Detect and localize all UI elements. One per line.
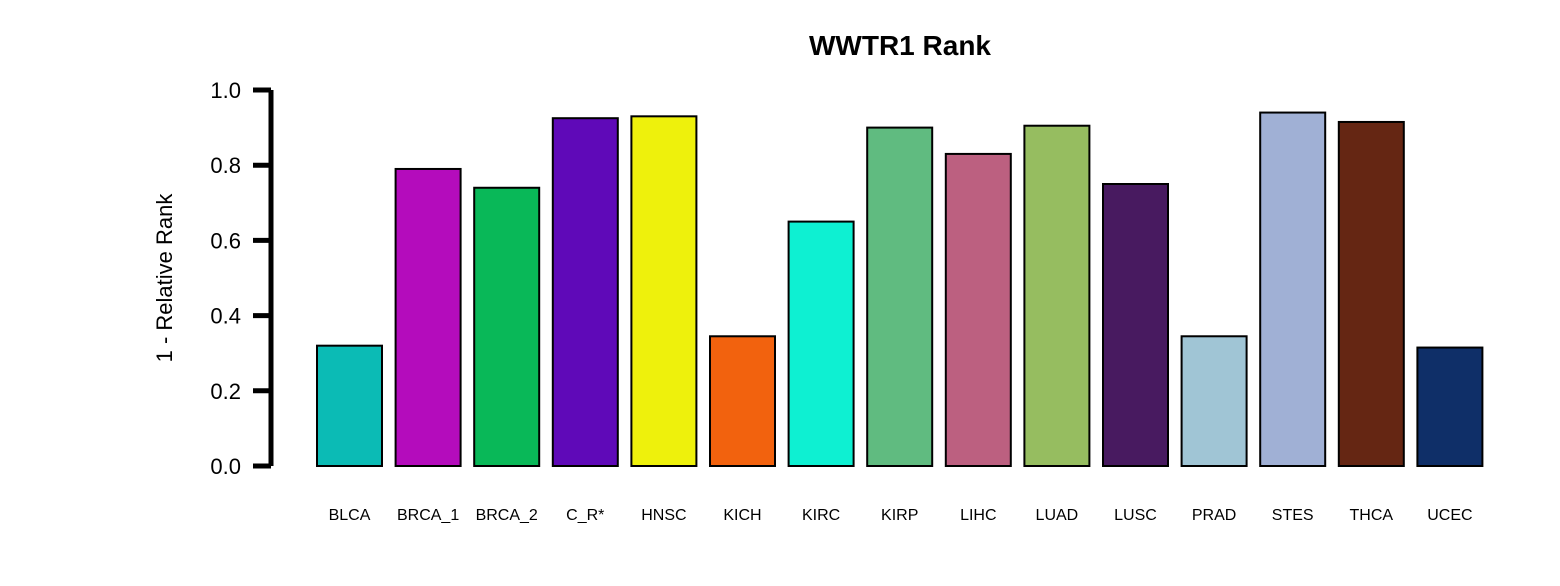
y-tick-label: 1.0 <box>210 78 241 103</box>
x-tick-label: KIRP <box>881 507 918 524</box>
bar-brca-2 <box>473 186 541 467</box>
bar-kirc <box>787 220 855 467</box>
bar-stes <box>1259 111 1327 467</box>
bar-brca-1 <box>394 167 462 468</box>
bar-blca <box>316 344 383 467</box>
x-tick-label: LIHC <box>960 507 996 524</box>
x-tick-label: HNSC <box>641 507 686 524</box>
bar-thca <box>1337 120 1405 468</box>
y-tick-label: 0.8 <box>210 153 241 178</box>
y-tick-label: 0.0 <box>210 454 241 479</box>
x-tick-label: THCA <box>1350 507 1394 524</box>
y-axis: 0.0 0.2 0.4 0.6 0.8 1.0 <box>210 78 274 479</box>
x-tick-label: KICH <box>723 507 761 524</box>
bar-lihc <box>944 152 1012 467</box>
x-tick-label: LUAD <box>1036 507 1079 524</box>
bar-lusc <box>1102 183 1169 467</box>
x-tick-label: LUSC <box>1114 507 1157 524</box>
y-axis-label: 1 - Relative Rank <box>152 193 177 363</box>
x-tick-label: KIRC <box>802 507 840 524</box>
bar-kich <box>709 335 776 467</box>
x-tick-label: BRCA_1 <box>397 507 459 524</box>
x-tick-label: C_R* <box>566 507 604 524</box>
bar-c-r <box>551 117 619 467</box>
y-tick-label: 0.4 <box>210 304 241 329</box>
bar-luad <box>1023 124 1091 467</box>
y-tick-label: 0.2 <box>210 379 241 404</box>
x-tick-label: BRCA_2 <box>476 507 538 524</box>
x-tick-label: UCEC <box>1427 507 1472 524</box>
x-tick-label: BLCA <box>329 507 371 524</box>
bar-prad <box>1180 335 1248 467</box>
bars-group <box>316 111 1484 468</box>
y-tick-label: 0.6 <box>210 228 241 253</box>
bar-ucec <box>1416 346 1484 467</box>
x-tick-labels: BLCA BRCA_1 BRCA_2 C_R* HNSC KICH KIRC KIRP LIHC… <box>329 507 1473 524</box>
chart-title: WWTR1 Rank <box>809 30 991 61</box>
bar-kirp <box>866 126 934 467</box>
x-tick-label: STES <box>1272 507 1314 524</box>
x-tick-label: PRAD <box>1192 507 1236 524</box>
bar-hnsc <box>630 115 698 467</box>
